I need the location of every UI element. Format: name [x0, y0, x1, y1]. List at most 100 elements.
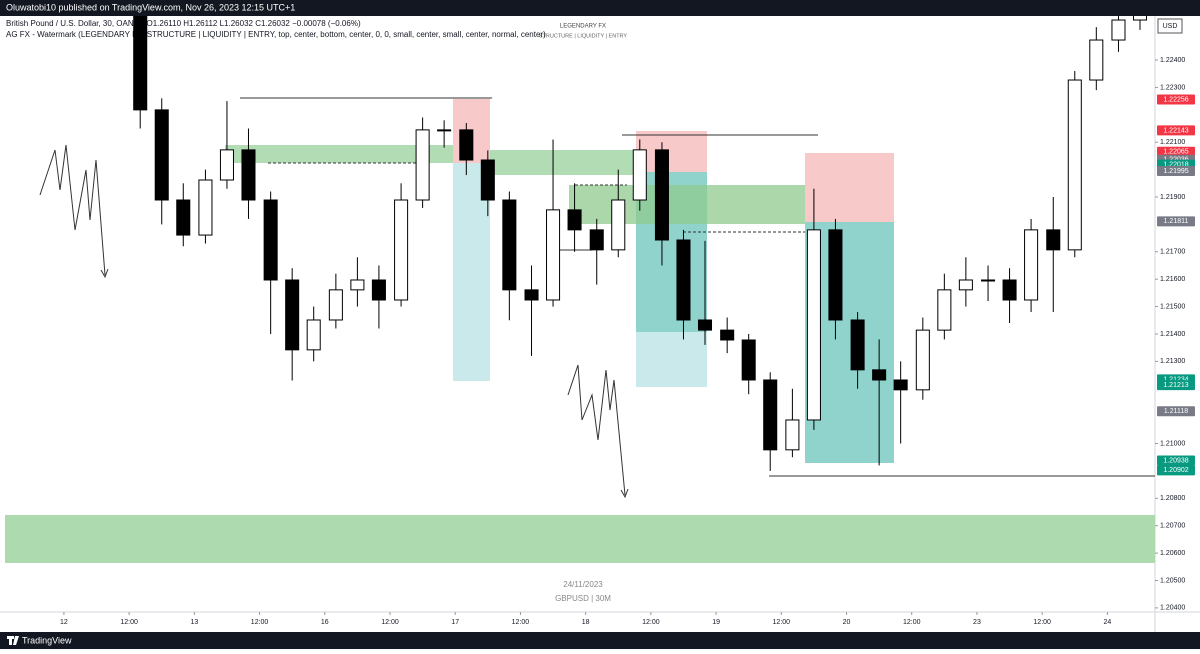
y-tick-label: 1.21600	[1160, 276, 1185, 283]
candle-body	[1132, 16, 1148, 21]
price-badge-label: 1.20938	[1163, 457, 1188, 464]
candle-body	[328, 289, 343, 321]
footer-bar	[0, 632, 1200, 649]
y-tick-label: 1.20400	[1160, 605, 1185, 612]
candle-body	[241, 149, 256, 201]
y-tick-label: 1.21000	[1160, 440, 1185, 447]
x-tick-label: 12:00	[251, 619, 269, 626]
candle-body	[741, 339, 756, 381]
price-badge-label: 1.21995	[1163, 168, 1188, 175]
x-tick-label: 12:00	[381, 619, 399, 626]
candle-body	[763, 379, 778, 451]
candle-body	[1111, 19, 1126, 41]
y-tick-label: 1.21500	[1160, 303, 1185, 310]
price-badge	[1157, 165, 1195, 176]
candle-body	[611, 199, 626, 251]
y-tick-label: 1.22300	[1160, 84, 1185, 91]
price-badge-label: 1.22065	[1163, 149, 1188, 156]
price-badge-label: 1.22018	[1163, 162, 1188, 169]
price-badge-label: 1.22256	[1163, 96, 1188, 103]
zigzag	[39, 144, 106, 276]
price-badge-label: 1.22143	[1163, 127, 1188, 134]
x-tick-label: 12:00	[642, 619, 660, 626]
candle-body	[893, 379, 908, 391]
candle-body	[1089, 39, 1104, 81]
y-tick-label: 1.20600	[1160, 550, 1185, 557]
x-tick-label: 12:00	[903, 619, 921, 626]
x-tick-label: 18	[582, 619, 590, 626]
price-badge	[1157, 380, 1195, 391]
currency: USD	[1163, 23, 1178, 30]
candle-body	[1046, 229, 1061, 251]
candle-body	[1067, 79, 1082, 251]
stop-zone	[805, 153, 894, 222]
x-tick-label: 12	[60, 619, 68, 626]
candle-body	[567, 209, 582, 231]
chart-subtitle: AG FX - Watermark (LEGENDARY FX, STRUCTU…	[6, 30, 546, 39]
candle-body	[546, 209, 561, 301]
x-tick-label: 19	[712, 619, 720, 626]
x-tick-label: 23	[973, 619, 981, 626]
candle-body	[263, 199, 278, 281]
currency-box	[1157, 18, 1183, 34]
brand-logo	[7, 636, 19, 645]
x-tick-label: 12:00	[1033, 619, 1051, 626]
price-badge	[1157, 406, 1195, 417]
candle-body	[981, 279, 996, 282]
candle-body	[219, 149, 234, 181]
candle-body	[1024, 229, 1039, 301]
x-tick-label: 12:00	[120, 619, 138, 626]
brand: TradingView	[22, 635, 72, 645]
watermark-subtitle: STRUCTURE | LIQUIDITY | ENTRY	[539, 33, 628, 39]
candle-body	[1002, 279, 1017, 301]
price-badge	[1157, 146, 1195, 157]
publisher: Oluwatobi10 published on TradingView.com…	[6, 2, 295, 12]
target-zone	[636, 332, 707, 387]
drawings	[5, 97, 1155, 563]
candle-body	[806, 229, 821, 421]
x-tick-label: 13	[190, 619, 198, 626]
symbol-label: GBPUSD | 30M	[555, 594, 611, 603]
top-bar	[0, 0, 1200, 16]
candle-body	[958, 279, 973, 291]
zone	[569, 185, 828, 224]
candle-body	[394, 199, 409, 301]
candle-body	[350, 279, 365, 291]
arrow-head	[100, 268, 109, 279]
candle-body	[198, 179, 213, 236]
candle-body	[720, 329, 735, 341]
y-tick-label: 1.22400	[1160, 57, 1185, 64]
y-tick-label: 1.20700	[1160, 523, 1185, 530]
candle-body	[632, 149, 647, 201]
x-tick-label: 12:00	[773, 619, 791, 626]
x-tick-label: 20	[843, 619, 851, 626]
candle-body	[676, 239, 691, 321]
candle-body	[589, 229, 604, 251]
price-badge-label: 1.20902	[1163, 467, 1188, 474]
y-tick-label: 1.20800	[1160, 495, 1185, 502]
candle-body	[697, 319, 713, 331]
stop-zone	[636, 131, 707, 172]
candle-body	[654, 149, 669, 241]
candles	[133, 16, 1148, 471]
candle-body	[133, 16, 148, 111]
price-badge	[1157, 465, 1195, 476]
candle-body	[306, 319, 321, 351]
candle-body	[285, 279, 300, 351]
x-tick-label: 17	[451, 619, 459, 626]
candle-body	[437, 129, 452, 132]
candle-body	[480, 159, 495, 201]
date-label: 24/11/2023	[563, 580, 603, 589]
candle-body	[828, 229, 843, 321]
zigzag	[567, 364, 626, 496]
zone	[5, 515, 1155, 563]
price-badge	[1157, 216, 1195, 227]
chart-title: British Pound / U.S. Dollar, 30, OANDA O…	[6, 19, 361, 28]
y-tick-label: 1.21400	[1160, 331, 1185, 338]
candle-body	[415, 129, 430, 201]
candle-body	[459, 129, 474, 161]
candle-body	[371, 279, 386, 301]
y-tick-label: 1.21300	[1160, 358, 1185, 365]
arrow-head	[620, 488, 629, 499]
